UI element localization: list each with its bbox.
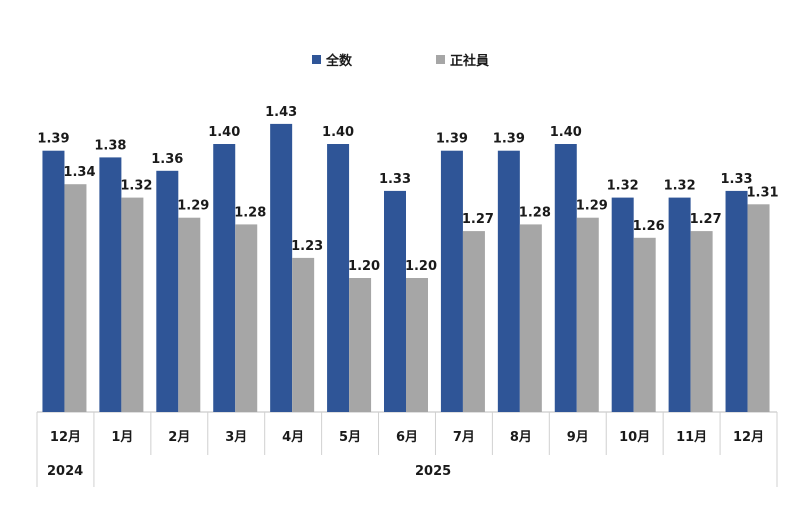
bar-total: [213, 144, 236, 412]
x-tick-label: 6月: [396, 430, 418, 445]
data-label-total: 1.39: [493, 132, 525, 147]
data-label-total: 1.36: [151, 152, 183, 167]
x-tick-label: 12月: [50, 430, 81, 445]
data-label-regular: 1.27: [462, 212, 494, 227]
data-label-total: 1.40: [550, 125, 582, 140]
bar-regular: [519, 224, 542, 412]
bar-total: [270, 123, 293, 413]
year-label-2024: 2024: [47, 464, 84, 479]
bar-regular: [633, 237, 656, 412]
bar-regular: [406, 278, 428, 412]
data-label-regular: 1.27: [690, 212, 722, 227]
bar-regular: [462, 231, 485, 412]
bar-regular: [64, 184, 87, 412]
data-label-total: 1.43: [265, 105, 297, 120]
bar-regular: [121, 197, 144, 412]
bar-total: [440, 150, 463, 412]
data-label-total: 1.39: [436, 132, 468, 147]
bar-regular: [235, 224, 258, 412]
legend-item-regular: 正社員: [436, 50, 489, 69]
bar-total: [99, 157, 122, 412]
data-label-total: 1.33: [720, 172, 752, 187]
x-tick-label: 12月: [733, 430, 764, 445]
bar-regular: [178, 217, 201, 412]
data-label-regular: 1.23: [291, 239, 323, 254]
data-label-regular: 1.28: [519, 205, 551, 220]
data-label-total: 1.32: [664, 179, 696, 194]
legend-label-regular: 正社員: [450, 54, 490, 69]
x-tick-label: 10月: [619, 430, 650, 445]
data-label-total: 1.38: [94, 138, 126, 153]
data-label-total: 1.33: [379, 172, 411, 187]
bar-total: [42, 150, 65, 412]
bar-total: [725, 190, 748, 412]
bar-total: [611, 197, 634, 412]
data-label-regular: 1.20: [348, 259, 380, 274]
x-tick-label: 4月: [282, 430, 304, 445]
x-tick-label: 8月: [510, 430, 532, 445]
legend-label-total: 全数: [326, 54, 353, 69]
data-label-regular: 1.20: [405, 259, 437, 274]
x-tick-label: 2月: [168, 430, 190, 445]
x-tick-label: 3月: [225, 430, 247, 445]
data-label-regular: 1.32: [120, 179, 152, 194]
bar-regular: [690, 231, 713, 412]
x-tick-label: 9月: [567, 430, 589, 445]
data-label-total: 1.40: [322, 125, 354, 140]
x-tick-label: 7月: [453, 430, 475, 445]
data-label-regular: 1.31: [746, 185, 778, 200]
bar-total: [327, 144, 350, 412]
data-label-total: 1.40: [208, 125, 240, 140]
data-label-regular: 1.26: [633, 219, 665, 234]
x-tick-label: 11月: [676, 430, 707, 445]
x-tick-label: 1月: [111, 430, 133, 445]
bar-total: [554, 144, 577, 412]
bar-total: [668, 197, 691, 412]
data-label-total: 1.39: [37, 132, 69, 147]
bar-regular: [747, 204, 770, 412]
data-label-regular: 1.34: [63, 165, 95, 180]
data-label-regular: 1.28: [234, 205, 266, 220]
legend: 全数 正社員: [312, 50, 573, 69]
bar-regular: [349, 278, 372, 412]
legend-swatch-total: [312, 55, 321, 64]
legend-item-total: 全数: [312, 50, 352, 69]
bar-total: [384, 190, 406, 412]
bar-regular: [576, 217, 599, 412]
x-tick-label: 5月: [339, 430, 361, 445]
legend-swatch-regular: [436, 55, 446, 64]
bar-total: [156, 170, 179, 412]
data-label-total: 1.32: [607, 179, 639, 194]
year-label-2025: 2025: [415, 464, 452, 479]
bar-total: [497, 150, 520, 412]
data-label-regular: 1.29: [177, 199, 209, 214]
bar-regular: [292, 257, 315, 412]
data-label-regular: 1.29: [576, 199, 608, 214]
